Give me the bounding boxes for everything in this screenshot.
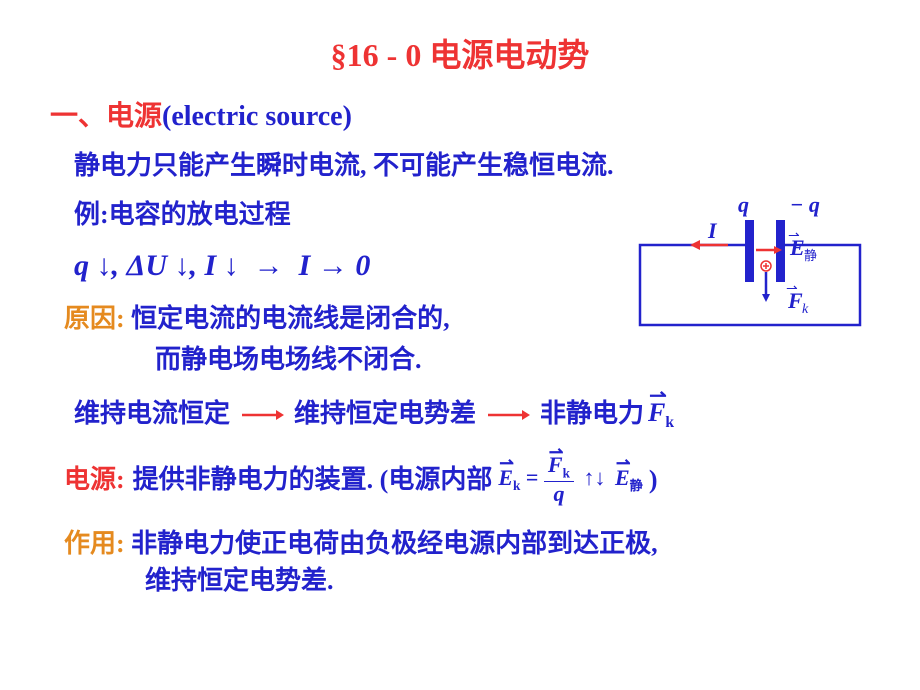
circuit-svg: q − q I E ⇀ 静 F ⇀ k bbox=[620, 200, 880, 360]
section-label-en: (electric source) bbox=[162, 101, 352, 132]
maintain-c: 非静电力 bbox=[540, 396, 644, 431]
Fk-symbol: Fk bbox=[648, 395, 674, 433]
svg-text:⇀: ⇀ bbox=[786, 282, 798, 297]
section-heading: 一、电源(electric source) bbox=[50, 94, 870, 134]
q-left-label: q bbox=[738, 200, 749, 217]
slide: §16 - 0 电源电动势 一、电源(electric source) 静电力只… bbox=[0, 0, 920, 690]
I-label: I bbox=[707, 218, 718, 243]
arrow-icon bbox=[240, 396, 284, 431]
svg-text:⇀: ⇀ bbox=[788, 229, 800, 244]
arrow-icon bbox=[486, 396, 530, 431]
source-tail: ) bbox=[649, 462, 658, 497]
role-label: 作用: bbox=[64, 529, 125, 558]
circuit-diagram: q − q I E ⇀ 静 F ⇀ k bbox=[620, 200, 880, 350]
source-text: 提供非静电力的装置. (电源内部 bbox=[133, 462, 493, 497]
maintain-row: 维持电流恒定 维持恒定电势差 非静电力 Fk bbox=[74, 395, 870, 433]
source-row: 电源: 提供非静电力的装置. (电源内部 Ek = Fkq ↑↓ E静 ) bbox=[64, 453, 870, 506]
reason-line1: 恒定电流的电流线是闭合的, bbox=[131, 304, 450, 333]
q-right-label: − q bbox=[790, 200, 820, 217]
role-line1: 非静电力使正电荷由负极经电源内部到达正极, bbox=[131, 529, 658, 558]
svg-text:k: k bbox=[802, 302, 809, 317]
role-row: 作用: 非静电力使正电荷由负极经电源内部到达正极, bbox=[64, 526, 870, 561]
source-label: 电源: bbox=[64, 462, 125, 497]
reason-label: 原因: bbox=[64, 304, 125, 333]
maintain-a: 维持电流恒定 bbox=[74, 396, 230, 431]
section-label-cn: 一、电源 bbox=[50, 101, 162, 132]
source-formula: Ek = Fkq ↑↓ E静 bbox=[498, 453, 642, 506]
maintain-b: 维持恒定电势差 bbox=[294, 396, 476, 431]
svg-text:静: 静 bbox=[804, 248, 817, 263]
static-force-line: 静电力只能产生瞬时电流, 不可能产生稳恒电流. bbox=[74, 148, 870, 183]
role-line2: 维持恒定电势差. bbox=[145, 563, 870, 598]
slide-title: §16 - 0 电源电动势 bbox=[50, 30, 870, 76]
